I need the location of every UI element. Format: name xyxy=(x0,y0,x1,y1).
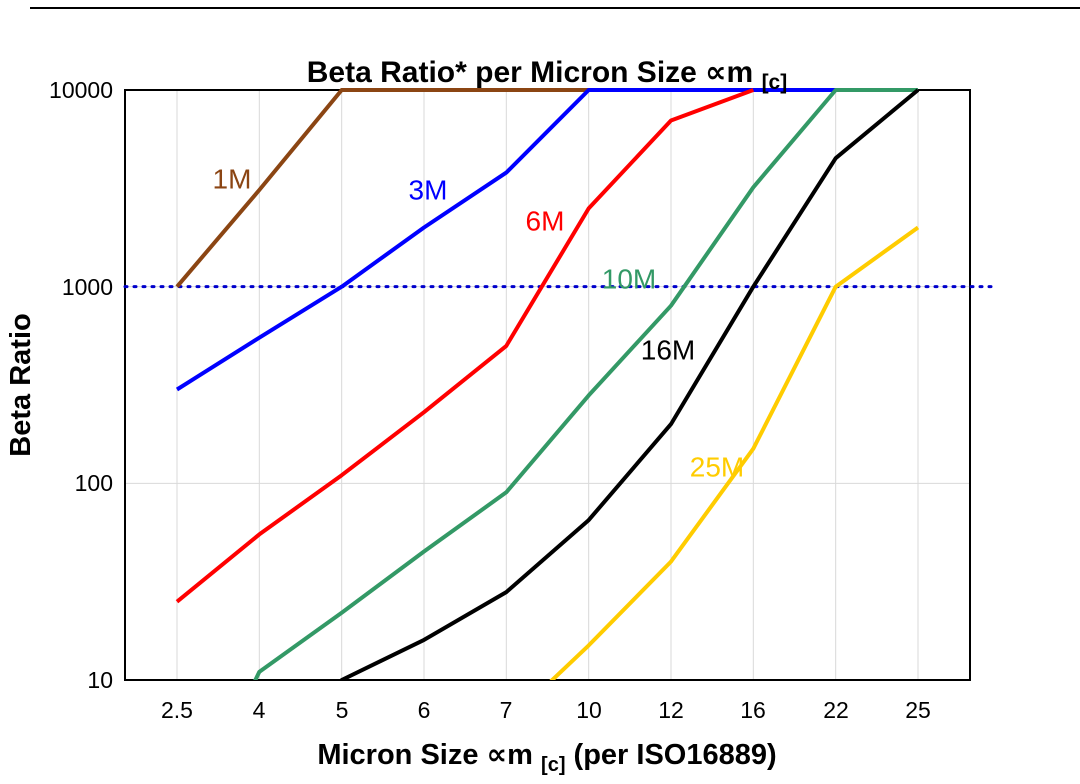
series-label-10M: 10M xyxy=(602,263,656,294)
y-tick-label: 10 xyxy=(87,667,113,693)
x-tick-label: 16 xyxy=(740,697,766,723)
y-tick-label: 100 xyxy=(75,470,113,496)
x-tick-label: 10 xyxy=(576,697,602,723)
x-tick-label: 7 xyxy=(500,697,513,723)
series-line-1M xyxy=(175,88,589,288)
series-lines xyxy=(175,88,920,680)
x-axis-title-post: (per ISO16889) xyxy=(574,739,777,771)
chart-title-subscript: [c] xyxy=(762,71,788,94)
series-line-16M xyxy=(339,88,920,680)
plot-border xyxy=(124,89,971,681)
gridlines xyxy=(125,90,970,680)
series-label-1M: 1M xyxy=(213,163,252,194)
x-axis-title: Micron Size ∝m [c] (per ISO16889) xyxy=(317,739,776,778)
series-line-10M xyxy=(253,88,918,680)
x-tick-label: 5 xyxy=(336,697,349,723)
series-line-3M xyxy=(175,88,836,392)
x-tick-label: 12 xyxy=(658,697,684,723)
axis-tick-labels: 2.5 4 5 6 7 10 12 16 22 25 10 100 1000 10000 xyxy=(49,77,931,723)
x-tick-label: 22 xyxy=(823,697,849,723)
chart-title: Beta Ratio* per Micron Size ∝m [c] xyxy=(307,56,787,94)
series-label-6M: 6M xyxy=(526,205,565,236)
y-tick-label: 10000 xyxy=(49,77,113,103)
x-tick-label: 6 xyxy=(418,697,431,723)
series-labels: 1M 3M 6M 10M 16M 25M xyxy=(213,163,745,482)
x-tick-label: 4 xyxy=(253,697,266,723)
y-tick-label: 1000 xyxy=(62,274,113,300)
series-line-25M xyxy=(549,225,920,680)
y-axis-title: Beta Ratio xyxy=(5,313,37,456)
x-axis-title-main: Micron Size ∝m xyxy=(317,739,533,771)
series-line-6M xyxy=(175,88,754,604)
x-axis-title-subscript: [c] xyxy=(541,754,565,776)
series-label-3M: 3M xyxy=(409,174,448,205)
x-tick-label: 25 xyxy=(905,697,931,723)
series-label-25M: 25M xyxy=(690,451,744,482)
series-label-16M: 16M xyxy=(641,334,695,365)
x-tick-label: 2.5 xyxy=(161,697,193,723)
chart-title-main: Beta Ratio* per Micron Size ∝m xyxy=(307,56,753,89)
